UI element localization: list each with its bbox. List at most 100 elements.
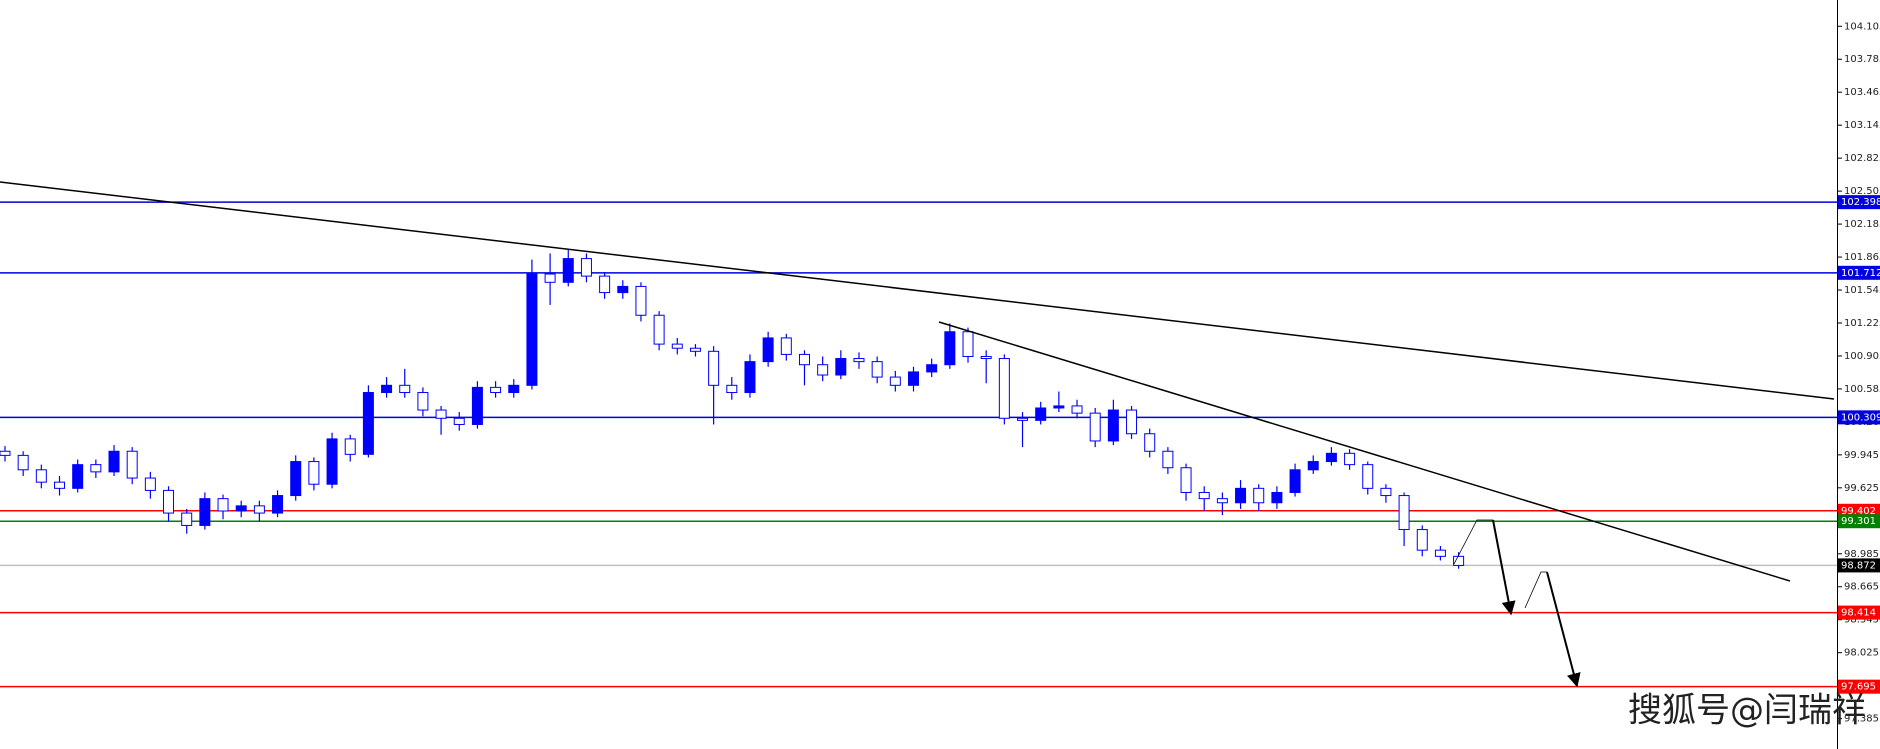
candle-body — [1307, 461, 1319, 471]
y-tick-label: 104.105 — [1844, 21, 1880, 32]
candle-body — [17, 454, 29, 471]
candle-body — [708, 350, 720, 386]
candle-body — [1344, 452, 1356, 466]
candle-body — [962, 331, 974, 357]
candle-body — [617, 285, 629, 294]
candle-body — [308, 461, 320, 485]
candle-body — [635, 285, 647, 316]
candle-body — [1289, 469, 1301, 493]
candle-body — [1035, 407, 1047, 421]
candle-body — [580, 258, 592, 277]
candle-body — [780, 337, 792, 355]
candle-body — [980, 355, 992, 360]
candle-body — [326, 438, 338, 485]
candle-body — [1235, 487, 1247, 504]
candle-body — [1180, 467, 1192, 493]
level-label: 99.402 — [1841, 506, 1876, 517]
y-tick-label: 101.545 — [1844, 285, 1880, 296]
level-label-box — [1838, 195, 1880, 210]
candle-body — [1144, 433, 1156, 452]
trend-line — [0, 181, 1835, 400]
candle-body — [490, 386, 502, 394]
candle-body — [290, 461, 302, 497]
projection-arrow — [1546, 571, 1581, 688]
level-label: 98.872 — [1841, 560, 1876, 571]
y-tick-label: 99.625 — [1844, 483, 1879, 494]
candle-body — [35, 469, 47, 483]
candle-body — [1362, 464, 1374, 489]
candle-body — [653, 314, 665, 345]
level-label-box — [1838, 265, 1880, 280]
y-tick-label: 101.865 — [1844, 252, 1880, 263]
candle-body — [853, 358, 865, 363]
candle-body — [1398, 495, 1410, 531]
level-label-box — [1838, 679, 1880, 694]
candle-body — [163, 489, 175, 514]
y-tick-label: 98.345 — [1844, 615, 1879, 626]
candle-body — [1053, 405, 1065, 409]
candle-body — [798, 353, 810, 366]
candle-body — [871, 361, 883, 378]
candle-body — [526, 273, 538, 386]
candle-body — [835, 358, 847, 376]
candle-body — [381, 384, 393, 394]
y-tick-label: 98.985 — [1844, 549, 1879, 560]
candle-body — [90, 464, 102, 473]
candle-body — [471, 386, 483, 425]
candle-body — [272, 495, 284, 514]
candle-body — [54, 481, 66, 489]
candle-body — [72, 464, 84, 489]
candle-body — [108, 450, 120, 473]
candle-body — [1126, 409, 1138, 435]
candle-body — [1107, 409, 1119, 442]
y-tick-label: 103.465 — [1844, 87, 1880, 98]
candle-body — [1325, 452, 1337, 463]
candle-body — [908, 371, 919, 386]
candle-body — [544, 273, 556, 283]
candle-body — [599, 275, 611, 294]
candle-body — [926, 364, 938, 373]
candle-body — [508, 384, 520, 394]
candle-body — [399, 384, 411, 394]
candle-body — [817, 364, 829, 376]
level-label: 102.398 — [1841, 197, 1880, 208]
candle-body — [1416, 529, 1428, 551]
y-tick-label: 100.905 — [1844, 351, 1880, 362]
candle-body — [689, 347, 701, 352]
candle-body — [1089, 412, 1101, 442]
candles — [0, 249, 1465, 569]
y-tick-label: 102.505 — [1844, 186, 1880, 197]
level-label: 99.301 — [1841, 516, 1876, 527]
candle-body — [562, 258, 574, 283]
level-label: 101.712 — [1841, 268, 1880, 279]
y-tick-label: 98.025 — [1844, 648, 1879, 659]
candle-body — [144, 477, 156, 491]
candle-body — [1434, 549, 1446, 557]
level-label-box — [1838, 514, 1880, 529]
candle-body — [1071, 405, 1083, 414]
candle-body — [435, 409, 447, 419]
candle-body — [1198, 491, 1210, 500]
y-tick-label: 102.825 — [1844, 153, 1880, 164]
candle-body — [1216, 498, 1228, 504]
candle-body — [1162, 450, 1174, 469]
candle-body — [217, 498, 229, 512]
projection-path — [1524, 571, 1547, 609]
level-label: 100.309 — [1841, 412, 1880, 423]
projection-arrow — [1492, 519, 1516, 616]
candle-body — [998, 358, 1010, 419]
watermark: 搜狐号@闫瑞祥 — [1628, 691, 1866, 731]
candle-body — [889, 376, 901, 386]
y-tick-label: 98.665 — [1844, 582, 1879, 593]
candle-body — [253, 505, 265, 514]
level-label: 98.414 — [1841, 608, 1876, 619]
candle-body — [744, 361, 756, 394]
y-tick-label: 102.185 — [1844, 219, 1880, 230]
y-tick-label: 103.145 — [1844, 120, 1880, 131]
trend-line — [938, 321, 1791, 582]
candle-body — [126, 450, 138, 479]
candle-body — [235, 505, 247, 512]
